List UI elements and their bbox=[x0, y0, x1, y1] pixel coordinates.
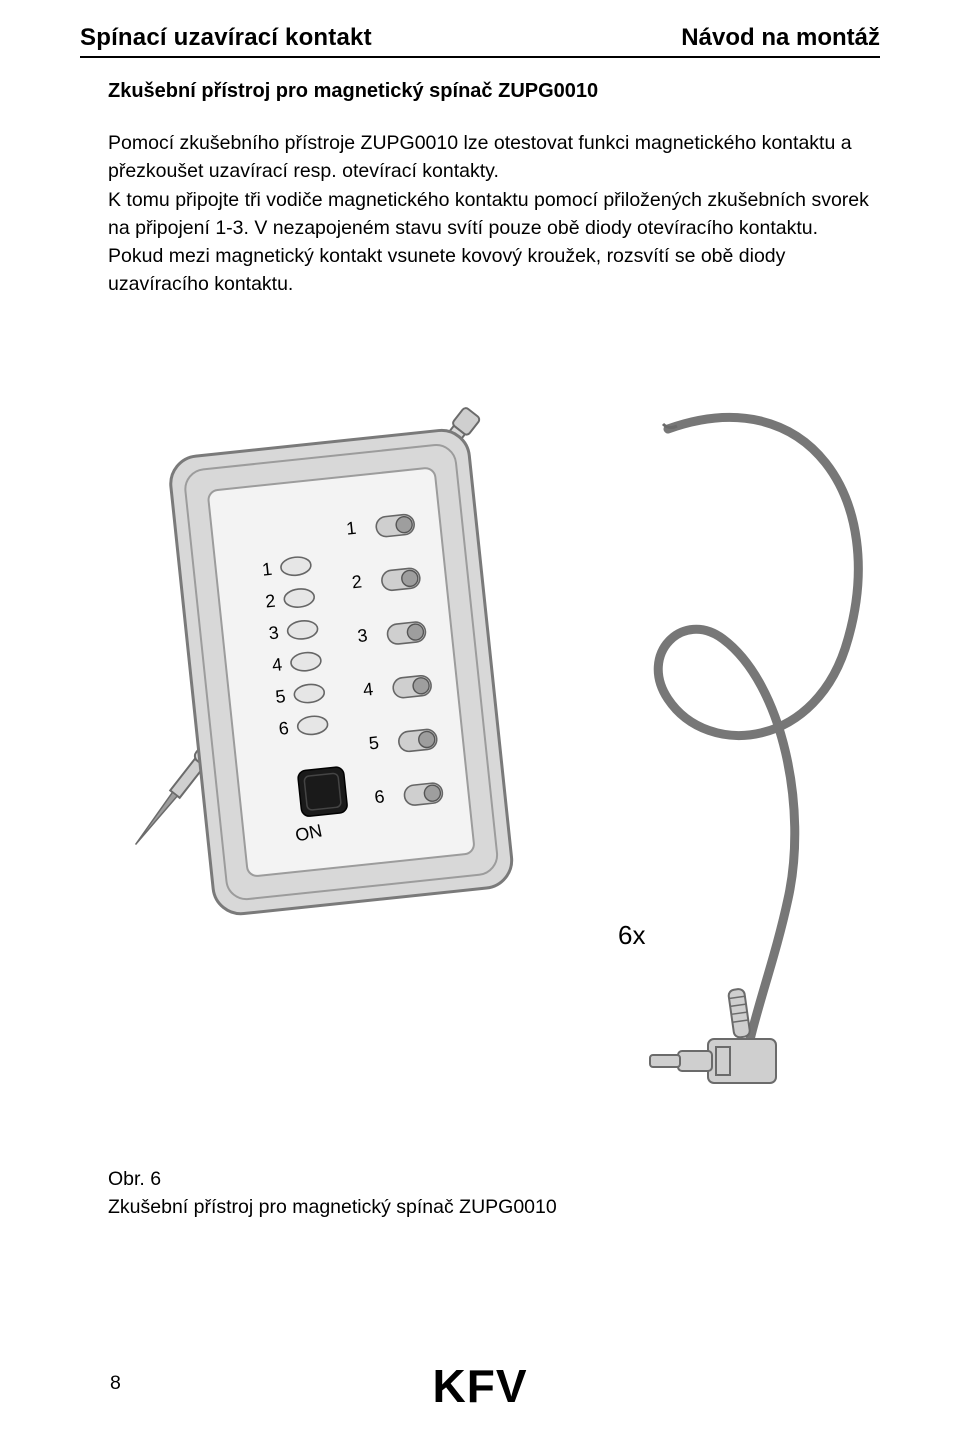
led-label-6: 6 bbox=[278, 717, 290, 738]
brand-logo: KFV bbox=[433, 1359, 528, 1413]
paragraph-2: K tomu připojte tři vodiče magnetického … bbox=[108, 186, 880, 243]
led-label-2: 2 bbox=[264, 590, 276, 611]
paragraph-3: Pokud mezi magnetický kontakt vsunete ko… bbox=[108, 242, 880, 299]
caption-line-2: Zkušební přístroj pro magnetický spínač … bbox=[108, 1193, 880, 1221]
port-label-5: 5 bbox=[368, 732, 380, 753]
led-label-5: 5 bbox=[274, 686, 286, 707]
header-right: Návod na montáž bbox=[681, 24, 880, 52]
led-label-1: 1 bbox=[261, 558, 273, 579]
probe-cable bbox=[650, 417, 858, 1083]
port-label-2: 2 bbox=[351, 571, 363, 592]
page-number: 8 bbox=[110, 1372, 121, 1395]
port-label-1: 1 bbox=[345, 517, 357, 538]
qty-label: 6x bbox=[618, 920, 645, 950]
header-left: Spínací uzavírací kontakt bbox=[80, 24, 372, 52]
tester-device: 1 2 3 4 5 6 bbox=[168, 427, 514, 916]
device-illustration: 1 2 3 4 5 6 bbox=[108, 389, 908, 1129]
paragraph-1: Pomocí zkušebního přístroje ZUPG0010 lze… bbox=[108, 129, 880, 186]
port-label-6: 6 bbox=[373, 786, 385, 807]
caption-line-1: Obr. 6 bbox=[108, 1165, 880, 1193]
led-label-3: 3 bbox=[268, 622, 280, 643]
led-label-4: 4 bbox=[271, 654, 283, 675]
port-label-4: 4 bbox=[362, 678, 374, 699]
body-text: Pomocí zkušebního přístroje ZUPG0010 lze… bbox=[108, 129, 880, 299]
figure: 1 2 3 4 5 6 bbox=[108, 389, 880, 1129]
port-label-3: 3 bbox=[356, 625, 368, 646]
section-title: Zkušební přístroj pro magnetický spínač … bbox=[108, 80, 880, 103]
